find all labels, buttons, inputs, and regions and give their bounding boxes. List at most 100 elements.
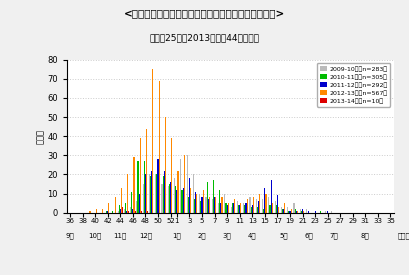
Bar	[308, 211, 309, 213]
Bar	[319, 211, 320, 213]
Bar	[147, 211, 148, 213]
Text: 4月: 4月	[247, 232, 256, 238]
Bar	[134, 211, 135, 213]
Bar	[117, 211, 118, 213]
Bar	[150, 176, 151, 213]
Bar	[141, 211, 142, 213]
Text: 6月: 6月	[304, 232, 312, 238]
Bar	[130, 207, 131, 213]
Bar	[218, 203, 219, 213]
Text: 11月: 11月	[113, 232, 127, 238]
Bar	[245, 203, 246, 213]
Bar	[102, 209, 103, 213]
Bar	[225, 203, 226, 213]
Text: （週）: （週）	[397, 232, 409, 238]
Bar	[200, 201, 201, 213]
Bar	[199, 194, 200, 213]
Bar	[226, 205, 227, 213]
Bar	[133, 157, 134, 213]
Bar	[213, 197, 215, 213]
Text: 1月: 1月	[172, 232, 181, 238]
Bar	[158, 81, 160, 213]
Bar	[290, 209, 291, 213]
Bar	[263, 209, 264, 213]
Bar	[169, 184, 170, 213]
Bar	[182, 188, 183, 213]
Y-axis label: （件）: （件）	[36, 129, 45, 144]
Bar	[257, 201, 258, 213]
Bar	[181, 190, 182, 213]
Bar	[324, 211, 325, 213]
Bar	[250, 207, 251, 213]
Bar	[265, 194, 266, 213]
Bar	[195, 192, 196, 213]
Bar	[108, 203, 109, 213]
Bar	[299, 209, 300, 213]
Bar	[211, 199, 212, 213]
Bar	[258, 194, 260, 213]
Bar	[215, 197, 216, 213]
Bar	[96, 209, 97, 213]
Bar	[186, 155, 187, 213]
Text: （平成25年（2013年）第44週まで）: （平成25年（2013年）第44週まで）	[150, 33, 259, 42]
Bar	[89, 211, 90, 213]
Bar	[212, 180, 213, 213]
Bar	[300, 211, 301, 213]
Bar	[237, 205, 238, 213]
Bar	[296, 211, 297, 213]
Bar	[227, 203, 228, 213]
Bar	[151, 170, 152, 213]
Bar	[301, 209, 302, 213]
Bar	[192, 174, 193, 213]
Bar	[183, 155, 184, 213]
Bar	[244, 205, 245, 213]
Bar	[146, 129, 147, 213]
Text: 10月: 10月	[88, 232, 101, 238]
Text: 3月: 3月	[222, 232, 231, 238]
Bar	[106, 211, 107, 213]
Bar	[205, 197, 206, 213]
Bar	[221, 197, 222, 213]
Bar	[124, 209, 125, 213]
Bar	[176, 190, 177, 213]
Bar	[236, 201, 237, 213]
Text: 12月: 12月	[139, 232, 152, 238]
Bar	[161, 184, 162, 213]
Bar	[261, 199, 263, 213]
Bar	[139, 138, 141, 213]
Bar	[224, 194, 225, 213]
Bar	[267, 197, 269, 213]
Bar	[271, 203, 272, 213]
Bar	[132, 209, 133, 213]
Bar	[281, 209, 283, 213]
Bar	[238, 205, 240, 213]
Bar	[136, 201, 137, 213]
Bar	[270, 180, 271, 213]
Bar	[131, 192, 132, 213]
Bar	[275, 205, 276, 213]
Bar	[196, 194, 197, 213]
Text: 5月: 5月	[279, 232, 287, 238]
Bar	[294, 209, 295, 213]
Bar	[280, 207, 281, 213]
Bar	[289, 211, 290, 213]
Bar	[137, 161, 138, 213]
Bar	[330, 211, 331, 213]
Bar	[152, 69, 153, 213]
Bar	[189, 188, 191, 213]
Bar	[202, 190, 203, 213]
Bar	[243, 203, 244, 213]
Bar	[276, 196, 277, 213]
Bar	[156, 174, 157, 213]
Bar	[240, 203, 241, 213]
Bar	[246, 199, 247, 213]
Bar	[277, 207, 279, 213]
Bar	[206, 182, 207, 213]
Bar	[167, 186, 169, 213]
Bar	[219, 190, 220, 213]
Bar	[249, 197, 250, 213]
Bar	[274, 201, 275, 213]
Bar	[164, 117, 166, 213]
Bar	[175, 186, 176, 213]
Bar	[126, 211, 127, 213]
